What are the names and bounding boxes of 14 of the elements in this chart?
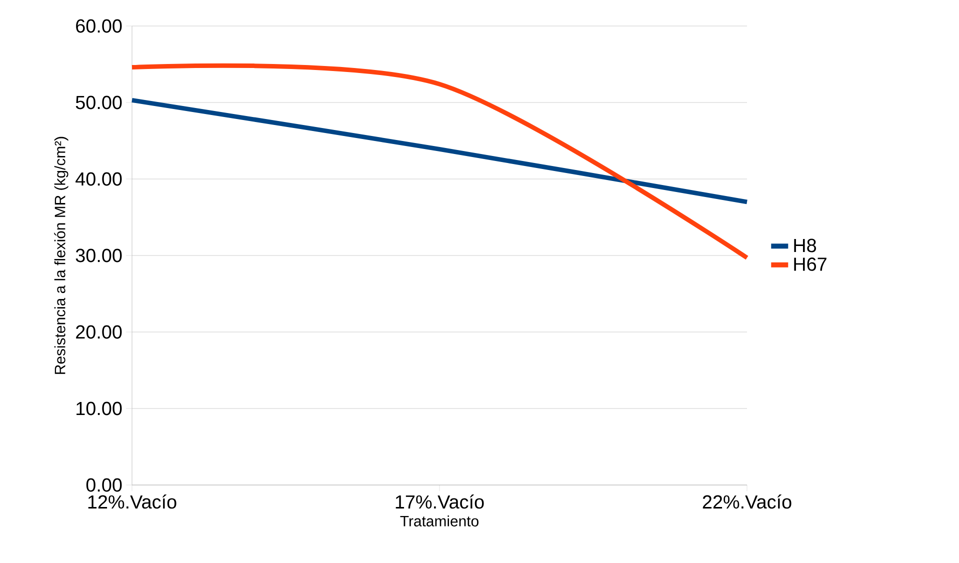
- y-tick-label: 40.00: [76, 172, 122, 186]
- y-tick-label: 60.00: [76, 19, 122, 33]
- x-tick-label: 17%.Vacío: [396, 494, 484, 509]
- x-tick-label: 22%.Vacío: [702, 494, 792, 509]
- x-tick-label: 12%.Vacío: [88, 494, 176, 509]
- legend-label: H67: [794, 257, 826, 271]
- y-tick-label: 0.00: [86, 478, 122, 492]
- x-axis-title: Tratamiento: [400, 515, 478, 526]
- y-tick-label: 50.00: [76, 96, 122, 110]
- y-tick-label: 30.00: [76, 248, 122, 262]
- y-tick-label: 20.00: [76, 325, 122, 339]
- legend-label: H8: [794, 238, 816, 252]
- y-axis-title: Resistencia a la flexión MR (kg/cm²): [54, 136, 68, 374]
- y-tick-label: 10.00: [76, 402, 122, 416]
